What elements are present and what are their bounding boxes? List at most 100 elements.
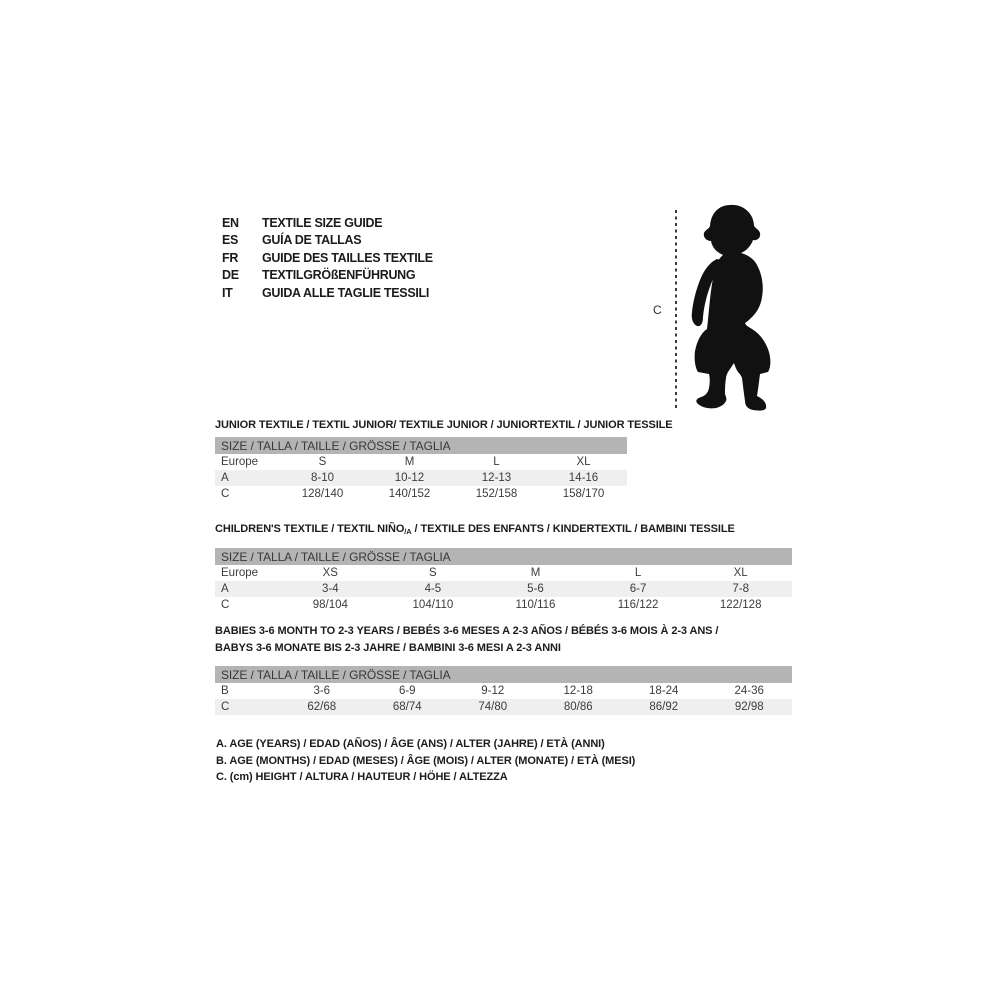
table-cell: 122/128 xyxy=(719,599,762,611)
table-title: BABIES 3-6 MONTH TO 2-3 YEARS / BEBÉS 3-… xyxy=(215,623,792,656)
table-cell: XS xyxy=(322,567,338,579)
size-band-row: SIZE / TALLA / TAILLE / GRÖSSE / TAGLIA xyxy=(215,666,792,683)
size-table: SIZE / TALLA / TAILLE / GRÖSSE / TAGLIA B… xyxy=(215,666,792,715)
language-code: ES xyxy=(222,233,239,248)
table-cell: 12-13 xyxy=(453,470,540,486)
table-cell: 3-4 xyxy=(279,581,382,597)
table-title-segment: BABIES 3-6 MONTH TO 2-3 YEARS / BEBÉS 3-… xyxy=(215,625,719,637)
table-title-segment: BABYS 3-6 MONATE BIS 2-3 JAHRE / BAMBINI… xyxy=(215,641,561,654)
table-title-line: BABYS 3-6 MONATE BIS 2-3 JAHRE / BAMBINI… xyxy=(215,640,792,657)
footnote-legend: A. AGE (YEARS) / EDAD (AÑOS) / ÂGE (ANS)… xyxy=(216,736,635,786)
height-label-c: C xyxy=(653,303,662,317)
table-cell: 5-6 xyxy=(484,581,587,597)
table-cell: M xyxy=(530,567,541,579)
row-label: Europe xyxy=(221,456,259,468)
table-cell: 7-8 xyxy=(689,581,792,597)
size-band-row: SIZE / TALLA / TAILLE / GRÖSSE / TAGLIA xyxy=(215,548,792,565)
size-table-babies: BABIES 3-6 MONTH TO 2-3 YEARS / BEBÉS 3-… xyxy=(215,623,792,715)
table-cell: 128/140 xyxy=(301,488,344,500)
table-row: B 3-6 6-9 9-12 12-18 18-24 24-36 xyxy=(215,683,792,699)
language-code: DE xyxy=(222,268,239,283)
table-title-line: JUNIOR TEXTILE / TEXTIL JUNIOR/ TEXTILE … xyxy=(215,419,673,432)
size-table-junior: JUNIOR TEXTILE / TEXTIL JUNIOR/ TEXTILE … xyxy=(215,419,673,502)
table-title-segment: / TEXTILE DES ENFANTS / KINDERTEXTIL / B… xyxy=(411,523,735,535)
row-label: Europe xyxy=(221,567,259,579)
table-title-segment: JUNIOR TEXTILE / TEXTIL JUNIOR/ TEXTILE … xyxy=(215,419,673,431)
language-row: DE TEXTILGRÖßENFÜHRUNG xyxy=(222,268,433,285)
legend-line: C. (cm) HEIGHT / ALTURA / HAUTEUR / HÖHE… xyxy=(216,771,508,784)
row-label: B xyxy=(221,685,229,697)
table-cell: XL xyxy=(576,456,591,468)
table-row: A 8-10 10-12 12-13 14-16 xyxy=(215,470,627,486)
size-band-row: SIZE / TALLA / TAILLE / GRÖSSE / TAGLIA xyxy=(215,437,627,454)
table-cell: XL xyxy=(733,567,748,579)
height-dashed-line xyxy=(675,210,677,408)
table-cell: 18-24 xyxy=(649,685,679,697)
table-cell: 116/122 xyxy=(617,599,659,611)
size-table: SIZE / TALLA / TAILLE / GRÖSSE / TAGLIA E… xyxy=(215,548,792,613)
table-cell: 86/92 xyxy=(621,699,707,715)
row-label: C xyxy=(221,599,230,611)
table-cell: 80/86 xyxy=(535,699,621,715)
language-label: GUIDE DES TAILLES TEXTILE xyxy=(262,250,433,265)
table-row: A 3-4 4-5 5-6 6-7 7-8 xyxy=(215,581,792,597)
table-title-segment: /A xyxy=(404,527,412,536)
row-label: A xyxy=(215,581,279,597)
table-row: C 62/68 68/74 74/80 80/86 86/92 92/98 xyxy=(215,699,792,715)
row-label: A xyxy=(215,470,279,486)
table-cell: 92/98 xyxy=(706,699,792,715)
table-row: Europe S M L XL xyxy=(215,454,627,470)
table-cell: 6-9 xyxy=(398,685,416,697)
table-title-line: BABIES 3-6 MONTH TO 2-3 YEARS / BEBÉS 3-… xyxy=(215,623,792,640)
table-cell: L xyxy=(493,456,500,468)
table-cell: 12-18 xyxy=(563,685,593,697)
size-band-label: SIZE / TALLA / TAILLE / GRÖSSE / TAGLIA xyxy=(215,548,792,565)
language-label: TEXTILE SIZE GUIDE xyxy=(262,216,383,230)
language-row: IT GUIDA ALLE TAGLIE TESSILI xyxy=(222,286,433,303)
language-row: ES GUÍA DE TALLAS xyxy=(222,233,433,250)
language-label: GUÍA DE TALLAS xyxy=(262,233,362,248)
table-cell: S xyxy=(318,456,327,468)
table-cell: 98/104 xyxy=(312,599,348,611)
language-list: EN TEXTILE SIZE GUIDE ES GUÍA DE TALLAS FR GU… xyxy=(222,216,433,303)
language-row: EN TEXTILE SIZE GUIDE xyxy=(222,216,433,233)
language-code: FR xyxy=(222,250,239,265)
table-title: JUNIOR TEXTILE / TEXTIL JUNIOR/ TEXTILE … xyxy=(215,419,673,432)
table-cell: 8-10 xyxy=(279,470,366,486)
table-row: C 98/104 104/110 110/116 116/122 122/128 xyxy=(215,597,792,613)
size-table: SIZE / TALLA / TAILLE / GRÖSSE / TAGLIA E… xyxy=(215,437,627,502)
table-cell: 104/110 xyxy=(412,599,454,611)
table-cell: 62/68 xyxy=(279,699,365,715)
size-table-children: CHILDREN'S TEXTILE / TEXTIL NIÑO/A / TEX… xyxy=(215,523,792,613)
table-cell: 74/80 xyxy=(450,699,536,715)
table-cell: 10-12 xyxy=(366,470,453,486)
table-cell: 9-12 xyxy=(481,685,505,697)
legend-line: A. AGE (YEARS) / EDAD (AÑOS) / ÂGE (ANS)… xyxy=(216,738,605,750)
table-cell: M xyxy=(404,456,415,468)
size-band-label: SIZE / TALLA / TAILLE / GRÖSSE / TAGLIA xyxy=(215,666,792,683)
size-band-label: SIZE / TALLA / TAILLE / GRÖSSE / TAGLIA xyxy=(215,437,627,454)
toddler-silhouette-icon xyxy=(691,204,771,411)
table-row: Europe XS S M L XL xyxy=(215,565,792,581)
language-row: FR GUIDE DES TAILLES TEXTILE xyxy=(222,251,433,268)
table-cell: L xyxy=(634,567,642,579)
table-cell: 3-6 xyxy=(313,685,331,697)
table-cell: 14-16 xyxy=(540,470,627,486)
table-cell: 24-36 xyxy=(734,685,764,697)
table-title: CHILDREN'S TEXTILE / TEXTIL NIÑO/A / TEX… xyxy=(215,523,792,538)
language-code: IT xyxy=(222,285,233,300)
table-cell: 6-7 xyxy=(586,581,690,597)
language-label: GUIDA ALLE TAGLIE TESSILI xyxy=(262,285,430,300)
table-cell: 4-5 xyxy=(381,581,485,597)
language-code: EN xyxy=(222,216,239,230)
table-cell: 68/74 xyxy=(364,699,450,715)
table-title-line: CHILDREN'S TEXTILE / TEXTIL NIÑO/A / TEX… xyxy=(215,523,792,538)
table-cell: S xyxy=(429,567,437,579)
table-row: C 128/140 140/152 152/158 158/170 xyxy=(215,486,627,502)
table-cell: 110/116 xyxy=(515,599,556,611)
row-label: C xyxy=(221,488,230,500)
table-cell: 152/158 xyxy=(475,488,518,500)
row-label: C xyxy=(215,699,279,715)
table-title-segment: CHILDREN'S TEXTILE / TEXTIL NIÑO xyxy=(215,523,405,535)
